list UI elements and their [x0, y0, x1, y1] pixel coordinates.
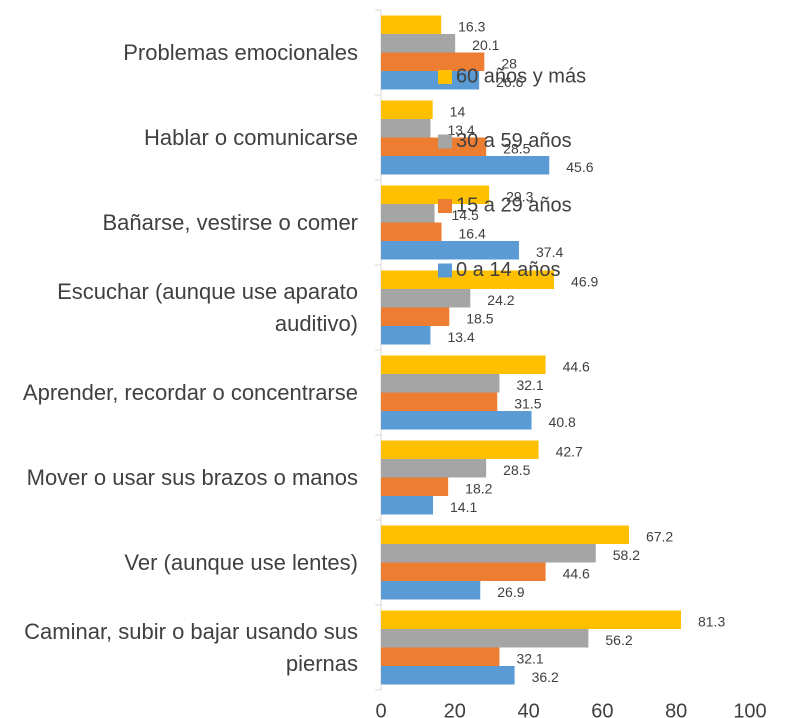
data-label: 31.5 [514, 395, 541, 411]
bar [381, 440, 539, 459]
data-label: 18.2 [465, 480, 492, 496]
bar [381, 610, 681, 629]
x-tick-label: 100 [733, 700, 766, 718]
bar [381, 459, 487, 478]
data-label: 26.9 [497, 584, 524, 600]
x-tick-label: 80 [665, 700, 687, 718]
bar [381, 629, 589, 648]
legend-label: 30 a 59 años [456, 130, 572, 152]
data-label: 81.3 [698, 613, 725, 629]
bar [381, 34, 456, 53]
legend-label: 60 años y más [456, 65, 586, 87]
data-label: 46.9 [571, 273, 598, 289]
bar [381, 411, 532, 430]
bar [381, 241, 520, 260]
data-label: 42.7 [556, 443, 583, 459]
bar [381, 204, 435, 223]
bar [381, 374, 500, 393]
bar [381, 647, 500, 666]
data-label: 40.8 [549, 414, 576, 430]
bar [381, 270, 555, 289]
x-tick-label: 0 [375, 700, 386, 718]
data-label: 16.4 [459, 225, 486, 241]
data-label: 67.2 [646, 528, 673, 544]
legend-label: 15 a 29 años [456, 194, 572, 216]
bar [381, 289, 471, 308]
category-label: Aprender, recordar o concentrarse [22, 379, 358, 405]
data-label: 14.5 [452, 207, 479, 223]
bar [381, 100, 433, 119]
category-label: Bañarse, vestirse o comer [102, 209, 358, 235]
data-label: 28.5 [503, 140, 530, 156]
data-label: 13.4 [447, 329, 474, 345]
bar [381, 666, 515, 685]
legend-label: 0 a 14 años [456, 259, 561, 281]
bar [381, 137, 487, 156]
bar [381, 185, 490, 204]
category-label: Escuchar (aunque use aparato auditivo) [57, 278, 358, 336]
data-label: 32.1 [516, 377, 543, 393]
bar [381, 355, 546, 374]
legend-swatch [438, 134, 452, 149]
data-label: 56.2 [605, 632, 632, 648]
data-label: 44.6 [563, 565, 590, 581]
data-label: 44.6 [563, 358, 590, 374]
x-tick-label: 40 [517, 700, 539, 718]
bar [381, 562, 546, 581]
x-tick-label: 20 [444, 700, 466, 718]
bar [381, 52, 485, 71]
bar [381, 525, 629, 544]
bar [381, 544, 596, 563]
category-label: Hablar o comunicarse [144, 124, 358, 150]
bar [381, 307, 450, 326]
data-label: 36.2 [532, 669, 559, 685]
bar [381, 326, 431, 345]
bar [381, 71, 480, 90]
bar [381, 222, 442, 241]
legend-swatch [438, 199, 452, 213]
data-label: 13.4 [447, 122, 474, 138]
bar [381, 119, 431, 138]
data-label: 14.1 [450, 499, 477, 515]
bar [381, 156, 550, 175]
data-label: 16.3 [458, 18, 485, 34]
data-label: 45.6 [566, 159, 593, 175]
legend-swatch [438, 70, 452, 84]
category-label: Ver (aunque use lentes) [124, 549, 358, 575]
category-label: Caminar, subir o bajar usando sus pierna… [24, 618, 358, 676]
data-label: 32.1 [516, 650, 543, 666]
x-tick-label: 60 [591, 700, 613, 718]
category-label: Mover o usar sus brazos o manos [26, 464, 358, 490]
data-label: 24.2 [487, 292, 514, 308]
data-label: 18.5 [466, 310, 493, 326]
data-label: 20.1 [472, 37, 499, 53]
data-label: 14 [450, 103, 466, 119]
bar [381, 581, 481, 600]
data-label: 58.2 [613, 547, 640, 563]
bar [381, 477, 449, 496]
bar [381, 15, 442, 34]
bar [381, 392, 498, 411]
category-label: Problemas emocionales [123, 39, 358, 65]
data-label: 26.6 [496, 74, 523, 90]
data-label: 29.3 [506, 188, 533, 204]
data-label: 28 [501, 55, 517, 71]
legend-swatch [438, 263, 452, 278]
data-label: 28.5 [503, 462, 530, 478]
data-label: 37.4 [536, 244, 563, 260]
bar [381, 496, 434, 515]
